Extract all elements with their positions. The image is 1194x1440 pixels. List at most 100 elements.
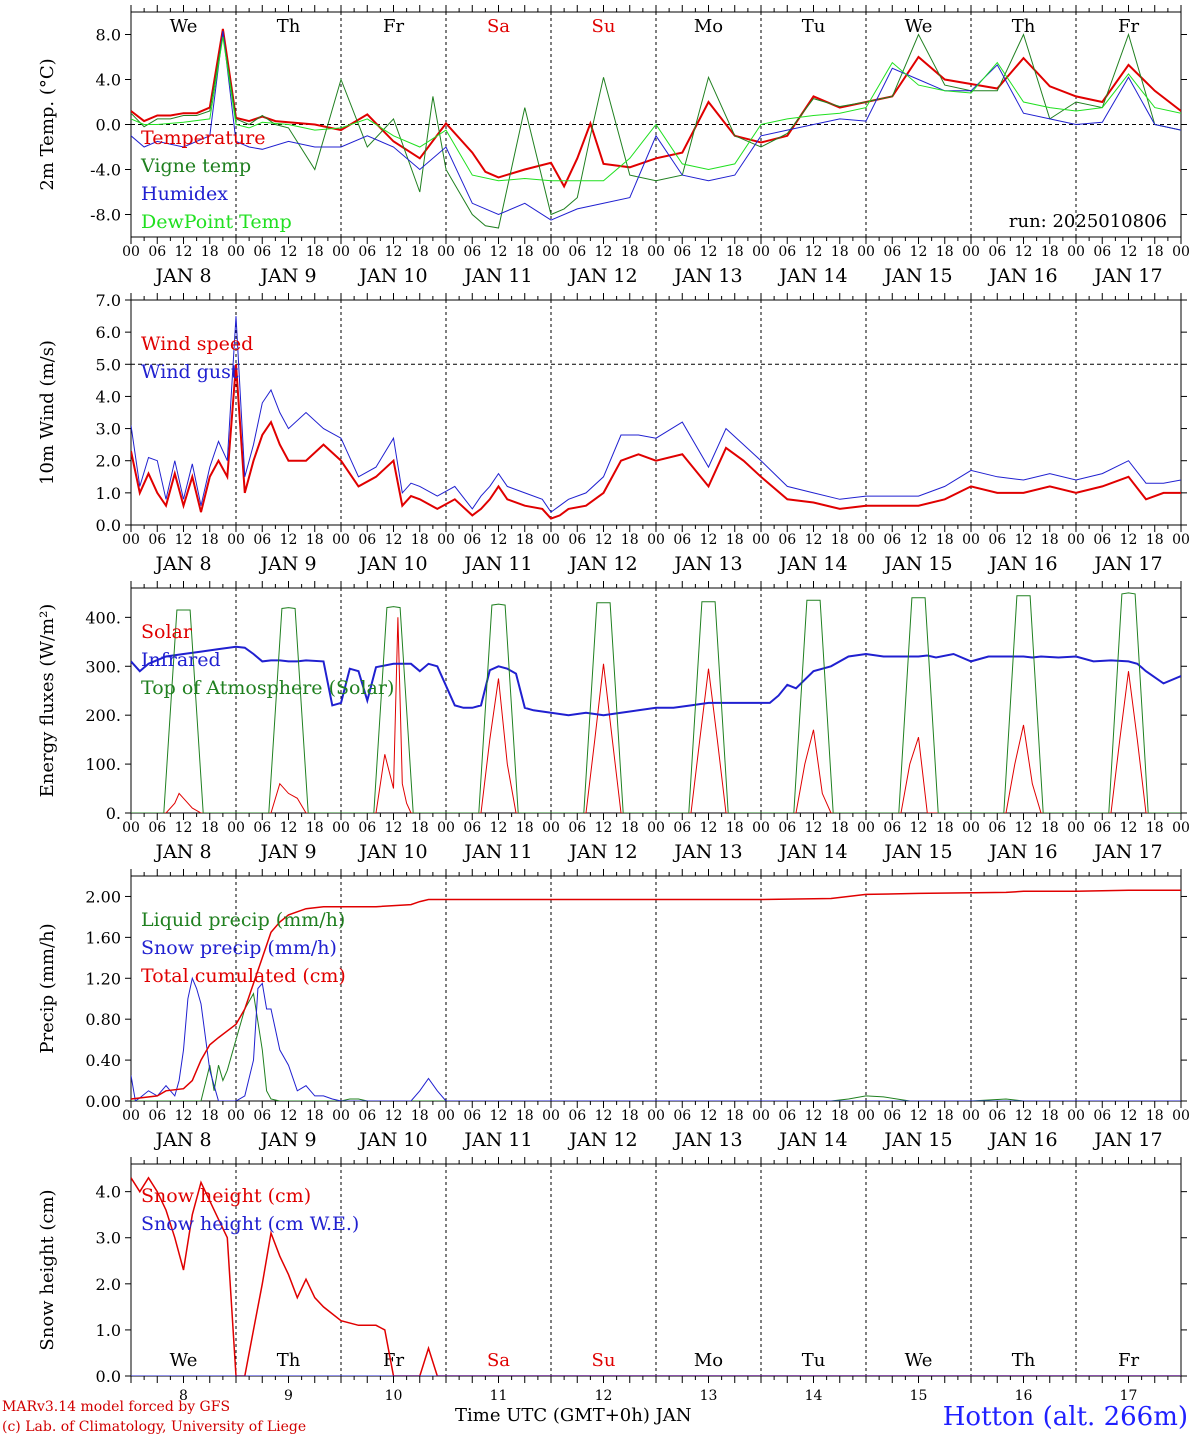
day-label: JAN 17 [1092, 841, 1162, 863]
weekday-label: Sa [487, 16, 510, 37]
y-tick-label: 1.60 [85, 928, 121, 947]
hour-tick-label: 12 [385, 1108, 403, 1124]
weekday-label: Mo [694, 1350, 723, 1371]
day-label: JAN 13 [672, 553, 742, 575]
day-label: JAN 17 [1092, 265, 1162, 287]
y-tick-label: 200. [85, 706, 121, 725]
day-number-label: 15 [910, 1388, 928, 1404]
hour-tick-label: 12 [805, 244, 823, 260]
y-tick-label: 6.0 [96, 323, 121, 342]
weekday-label: Th [1012, 1350, 1036, 1371]
y-tick-label: 4.0 [96, 1183, 121, 1202]
hour-tick-label: 18 [201, 820, 219, 836]
day-label: JAN 13 [672, 1129, 742, 1151]
hour-tick-label: 18 [1146, 820, 1164, 836]
hour-tick-label: 00 [962, 1108, 980, 1124]
hour-tick-label: 18 [726, 820, 744, 836]
hour-tick-label: 18 [306, 1108, 324, 1124]
series-line-infrared [131, 645, 1181, 717]
legend-entry: Infrared [141, 649, 221, 671]
hour-tick-label: 18 [201, 1108, 219, 1124]
hour-tick-label: 00 [647, 244, 665, 260]
day-label: JAN 10 [357, 841, 427, 863]
hour-tick-label: 00 [1067, 820, 1085, 836]
hour-tick-label: 18 [621, 244, 639, 260]
hour-tick-label: 18 [621, 820, 639, 836]
hour-tick-label: 12 [595, 1108, 613, 1124]
hour-tick-label: 12 [385, 820, 403, 836]
hour-tick-label: 06 [1093, 244, 1111, 260]
hour-tick-label: 00 [227, 532, 245, 548]
hour-tick-label: 06 [988, 1108, 1006, 1124]
day-label: JAN 9 [258, 265, 316, 287]
legend-entry: Solar [141, 621, 193, 643]
series-line-liquid-precip-mm-h [131, 992, 1181, 1101]
legend-entry: Temperature [141, 127, 265, 149]
hour-tick-label: 00 [542, 244, 560, 260]
day-number-label: 17 [1120, 1388, 1138, 1404]
hour-tick-label: 12 [595, 244, 613, 260]
y-tick-label: 0.0 [96, 1367, 121, 1386]
y-tick-label: 0.0 [96, 116, 121, 135]
hour-tick-label: 12 [490, 532, 508, 548]
hour-tick-label: 06 [988, 820, 1006, 836]
hour-tick-label: 18 [831, 1108, 849, 1124]
legend-entry: Snow height (cm) [141, 1185, 311, 1207]
hour-tick-label: 06 [358, 820, 376, 836]
y-tick-label: 7.0 [96, 291, 121, 310]
hour-tick-label: 12 [490, 1108, 508, 1124]
lab-credit: (c) Lab. of Climatology, University of L… [2, 1419, 307, 1435]
hour-tick-label: 00 [857, 532, 875, 548]
hour-tick-label: 18 [306, 244, 324, 260]
day-label: JAN 11 [462, 841, 532, 863]
hour-tick-label: 18 [1041, 532, 1059, 548]
legend-entry: DewPoint Temp [141, 211, 292, 233]
hour-tick-label: 06 [148, 244, 166, 260]
y-tick-label: 0.40 [85, 1051, 121, 1070]
hour-tick-label: 00 [122, 820, 140, 836]
hour-tick-label: 18 [621, 1108, 639, 1124]
hour-tick-label: 06 [358, 1108, 376, 1124]
weekday-label: Sa [487, 1350, 510, 1371]
day-label: JAN 11 [462, 265, 532, 287]
plot-frame [130, 299, 1182, 526]
day-label: JAN 15 [882, 265, 952, 287]
hour-tick-label: 00 [1067, 532, 1085, 548]
hour-tick-label: 18 [831, 820, 849, 836]
hour-tick-label: 06 [148, 532, 166, 548]
hour-tick-label: 00 [437, 532, 455, 548]
weekday-label: Fr [383, 1350, 404, 1371]
y-tick-label: 2.00 [85, 887, 121, 906]
hour-tick-label: 00 [437, 820, 455, 836]
series-line-dewpoint-temp [131, 36, 1181, 182]
hour-tick-label: 18 [516, 820, 534, 836]
hour-tick-label: 06 [463, 820, 481, 836]
hour-tick-label: 12 [175, 1108, 193, 1124]
hour-tick-label: 06 [883, 244, 901, 260]
hour-tick-label: 18 [1041, 1108, 1059, 1124]
day-label: JAN 16 [987, 553, 1057, 575]
hour-tick-label: 00 [122, 532, 140, 548]
hour-tick-label: 18 [411, 1108, 429, 1124]
y-tick-label: 0. [106, 804, 121, 823]
hour-tick-label: 00 [752, 1108, 770, 1124]
day-label: JAN 17 [1092, 553, 1162, 575]
day-label: JAN 12 [567, 265, 637, 287]
series-line-humidex [131, 31, 1181, 221]
hour-tick-label: 12 [805, 1108, 823, 1124]
day-label: JAN 8 [153, 1129, 211, 1151]
station-title: Hotton (alt. 266m) [942, 1402, 1188, 1432]
hour-tick-label: 12 [490, 244, 508, 260]
y-tick-label: 300. [85, 657, 121, 676]
hour-tick-label: 12 [175, 532, 193, 548]
hour-tick-label: 00 [437, 1108, 455, 1124]
hour-tick-label: 12 [1015, 820, 1033, 836]
weekday-label: Su [592, 1350, 616, 1371]
y-tick-label: -8.0 [90, 206, 121, 225]
hour-tick-label: 18 [411, 820, 429, 836]
hour-tick-label: 12 [910, 820, 928, 836]
day-number-label: 9 [284, 1388, 293, 1404]
hour-tick-label: 00 [857, 820, 875, 836]
day-label: JAN 9 [258, 841, 316, 863]
y-tick-label: 0.80 [85, 1010, 121, 1029]
